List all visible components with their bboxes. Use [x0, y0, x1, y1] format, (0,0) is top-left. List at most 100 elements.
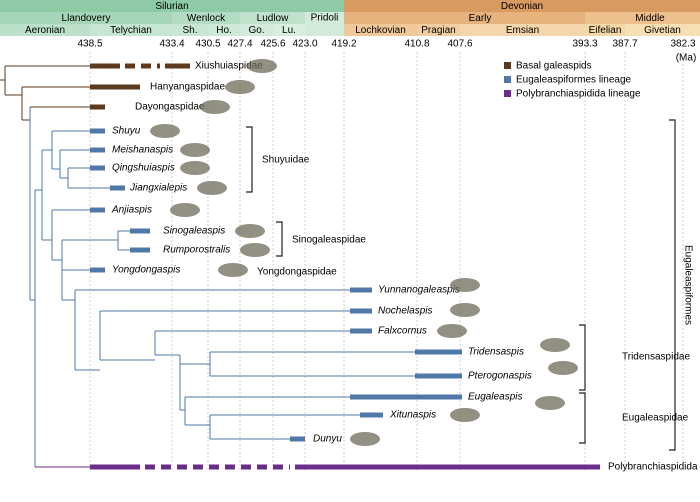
clade-bracket	[276, 221, 283, 257]
stage-label: Sh.	[182, 25, 197, 36]
taxon-label: Falxcornus	[378, 326, 427, 337]
epoch-label: Middle	[635, 13, 665, 24]
epoch-label: Pridoli	[311, 13, 339, 24]
period-label: Silurian	[155, 1, 188, 12]
taxon-label: Nochelaspis	[378, 306, 432, 317]
fish-icon	[450, 303, 480, 317]
clade-label: Yongdongaspidae	[257, 267, 337, 278]
stage-label: Pragian	[421, 25, 455, 36]
stage-label: Telychian	[110, 25, 152, 36]
legend-label: Eugaleaspiformes lineage	[516, 75, 632, 86]
epoch-band	[240, 12, 305, 24]
age-label: 419.2	[331, 39, 356, 50]
stage-label: Lochkovian	[355, 25, 406, 36]
stage-band	[625, 24, 700, 36]
stage-band	[344, 24, 417, 36]
epoch-label: Early	[469, 13, 492, 24]
taxon-label: Rumporostralis	[163, 245, 230, 256]
clade-label: Eugaleaspiformes	[682, 245, 693, 325]
age-label: 387.7	[612, 39, 637, 50]
stage-band	[585, 24, 625, 36]
clade-label: Sinogaleaspidae	[292, 235, 366, 246]
clade-label: Tridensaspidae	[622, 352, 690, 363]
taxon-label: Eugaleaspis	[468, 392, 522, 403]
epoch-label: Ludlow	[257, 13, 289, 24]
age-label: 438.5	[77, 39, 102, 50]
fish-icon	[450, 408, 480, 422]
stage-band	[0, 24, 90, 36]
legend-swatch	[504, 76, 511, 83]
stage-label: Eifelian	[589, 25, 622, 36]
age-label: 433.4	[159, 39, 184, 50]
taxon-label: Meishanaspis	[112, 145, 173, 156]
taxon-label: Xitunaspis	[389, 410, 436, 421]
age-label: 423.0	[292, 39, 317, 50]
clade-bracket	[246, 126, 253, 193]
epoch-band	[305, 12, 344, 36]
epoch-label: Wenlock	[187, 13, 226, 24]
period-band	[0, 0, 344, 12]
stage-band	[417, 24, 460, 36]
taxon-label: Tridensaspis	[468, 347, 524, 358]
fish-icon	[350, 432, 380, 446]
age-label: 430.5	[195, 39, 220, 50]
fish-icon	[170, 203, 200, 217]
legend-swatch	[504, 62, 511, 69]
fish-icon	[150, 124, 180, 138]
fish-icon	[180, 143, 210, 157]
fish-icon	[197, 181, 227, 195]
epoch-band	[344, 12, 585, 24]
fish-icon	[450, 278, 480, 292]
period-band	[344, 0, 700, 12]
taxon-label: Shuyu	[112, 126, 141, 137]
stage-label: Ho.	[216, 25, 232, 36]
taxon-label: Polybranchiaspidida	[608, 462, 698, 473]
stage-label: Go.	[248, 25, 264, 36]
fish-icon	[200, 100, 230, 114]
clade-bracket	[669, 119, 676, 451]
taxon-label: Xiushuiaspidae	[195, 61, 263, 72]
stage-band	[273, 24, 305, 36]
taxon-label: Yongdongaspis	[112, 265, 180, 276]
stage-band	[240, 24, 273, 36]
legend-swatch	[504, 90, 511, 97]
taxon-label: Pterogonaspis	[468, 371, 532, 382]
fish-icon	[240, 243, 270, 257]
age-label: 382.3	[670, 39, 695, 50]
clade-label: Eugaleaspidae	[622, 413, 689, 424]
stage-label: Aeronian	[25, 25, 65, 36]
taxon-label: Yunnanogaleaspis	[378, 285, 460, 296]
clade-bracket	[579, 392, 586, 444]
epoch-band	[0, 12, 172, 24]
clade-bracket	[579, 324, 586, 391]
fish-icon	[548, 361, 578, 375]
age-label: 427.4	[227, 39, 252, 50]
age-label: 410.8	[404, 39, 429, 50]
epoch-label: Llandovery	[62, 13, 111, 24]
taxon-label: Anjiaspis	[111, 205, 152, 216]
fish-icon	[225, 80, 255, 94]
stage-band	[460, 24, 585, 36]
stage-label: Givetian	[644, 25, 681, 36]
legend-label: Polybranchiaspidida lineage	[516, 89, 641, 100]
stage-band	[172, 24, 208, 36]
fish-icon	[535, 396, 565, 410]
taxon-label: Dunyu	[313, 434, 342, 445]
taxon-label: Qingshuiaspis	[112, 163, 175, 174]
fish-icon	[540, 338, 570, 352]
fish-icon	[437, 324, 467, 338]
stage-label: Emsian	[506, 25, 539, 36]
stage-band	[208, 24, 240, 36]
taxon-label: Sinogaleaspis	[163, 226, 225, 237]
fish-icon	[235, 224, 265, 238]
taxon-label: Jiangxialepis	[129, 183, 187, 194]
age-label: 407.6	[447, 39, 472, 50]
clade-label: Shuyuidae	[262, 155, 310, 166]
taxon-label: Dayongaspidae	[135, 102, 205, 113]
epoch-band	[172, 12, 240, 24]
age-label: 393.3	[572, 39, 597, 50]
stage-band	[90, 24, 172, 36]
epoch-band	[585, 12, 700, 24]
age-unit: (Ma)	[676, 53, 697, 64]
